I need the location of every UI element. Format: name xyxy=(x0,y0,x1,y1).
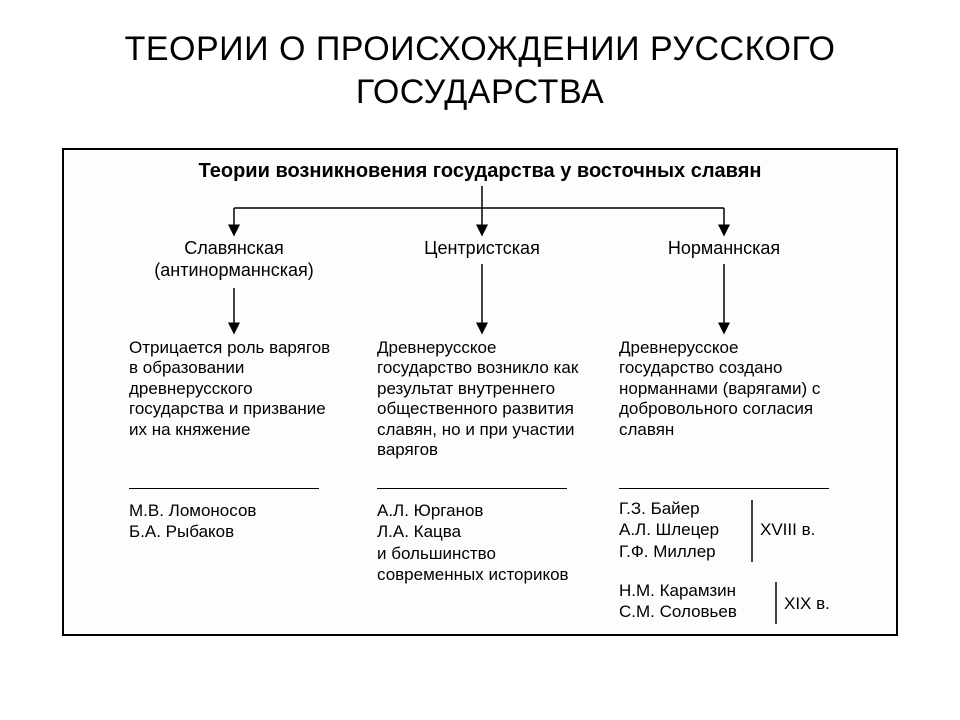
theory-desc-norman: Древнерусское государство создано норман… xyxy=(619,338,829,440)
divider-norman xyxy=(619,488,829,489)
norman-group2-century: XIX в. xyxy=(784,594,830,614)
person: Г.З. Байер xyxy=(619,499,700,518)
person: С.М. Соловьев xyxy=(619,602,737,621)
divider-slavic xyxy=(129,488,319,489)
box-title: Теории возникновения государства у восто… xyxy=(64,160,896,183)
divider-centrist xyxy=(377,488,567,489)
person: А.Л. Шлецер xyxy=(619,520,719,539)
page-title: ТЕОРИИ О ПРОИСХОЖДЕНИИ РУССКОГО ГОСУДАРС… xyxy=(60,28,900,113)
norman-group1-people: Г.З. Байер А.Л. Шлецер Г.Ф. Миллер xyxy=(619,498,749,562)
norman-group1-century: XVIII в. xyxy=(760,520,815,540)
theory-proponents-centrist: А.Л. Юрганов Л.А. Кацва и большинство со… xyxy=(377,500,587,585)
person: Н.М. Карамзин xyxy=(619,581,736,600)
theory-name-centrist: Центристская xyxy=(377,238,587,260)
norman-group2-people: Н.М. Карамзин С.М. Соловьев xyxy=(619,580,774,623)
theory-name-norman: Норманнская xyxy=(619,238,829,260)
person: Г.Ф. Миллер xyxy=(619,542,716,561)
theory-proponents-slavic: М.В. Ломоносов Б.А. Рыбаков xyxy=(129,500,339,543)
theory-desc-slavic: Отрицается роль варягов в образовании др… xyxy=(129,338,339,440)
theory-name-slavic: Славянская (антинорманнская) xyxy=(129,238,339,281)
diagram-box: Теории возникновения государства у восто… xyxy=(62,148,898,636)
theory-desc-centrist: Древнерусское государство возникло как р… xyxy=(377,338,587,460)
